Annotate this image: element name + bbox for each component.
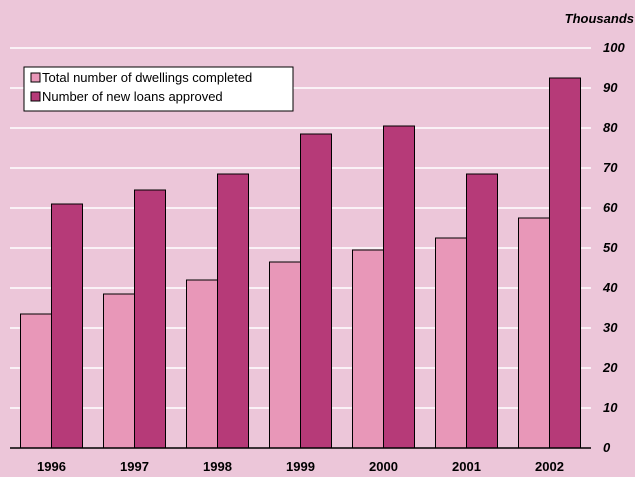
x-tick-labels: 1996 1997 1998 1999 2000 2001 2002 bbox=[37, 459, 564, 474]
bar-dwellings-1997 bbox=[103, 293, 135, 449]
x-tick-label-1997: 1997 bbox=[120, 459, 149, 474]
bar-loans-1997 bbox=[134, 189, 166, 449]
x-tick-label-2001: 2001 bbox=[452, 459, 481, 474]
y-tick-label-20: 20 bbox=[602, 360, 618, 375]
bar-dwellings-1996 bbox=[20, 313, 52, 449]
y-tick-label-50: 50 bbox=[603, 240, 618, 255]
bar-loans-1996 bbox=[51, 203, 83, 449]
bar-dwellings-2002 bbox=[518, 217, 550, 449]
y-tick-label-80: 80 bbox=[603, 120, 618, 135]
legend-swatch-loans bbox=[30, 91, 41, 102]
bars bbox=[20, 77, 581, 449]
legend: Total number of dwellings completed Numb… bbox=[23, 66, 294, 112]
bar-dwellings-1998 bbox=[186, 279, 218, 449]
legend-label-loans: Number of new loans approved bbox=[42, 89, 223, 104]
legend-swatch-dwellings bbox=[30, 72, 41, 83]
legend-box bbox=[23, 66, 294, 112]
y-tick-label-100: 100 bbox=[603, 40, 625, 55]
y-tick-label-30: 30 bbox=[603, 320, 618, 335]
bar-dwellings-1999 bbox=[269, 261, 301, 449]
bar-loans-2002 bbox=[549, 77, 581, 449]
y-tick-labels: 0 10 20 30 40 50 60 70 80 90 100 bbox=[602, 40, 625, 455]
bar-loans-1999 bbox=[300, 133, 332, 449]
bar-dwellings-2001 bbox=[435, 237, 467, 449]
x-tick-label-2000: 2000 bbox=[369, 459, 398, 474]
y-tick-label-90: 90 bbox=[603, 80, 618, 95]
x-tick-label-2002: 2002 bbox=[535, 459, 564, 474]
y-tick-label-60: 60 bbox=[603, 200, 618, 215]
bar-loans-1998 bbox=[217, 173, 249, 449]
unit-label: Thousands bbox=[565, 11, 634, 26]
y-tick-label-70: 70 bbox=[603, 160, 618, 175]
x-tick-label-1998: 1998 bbox=[203, 459, 232, 474]
y-tick-label-40: 40 bbox=[602, 280, 618, 295]
legend-label-dwellings: Total number of dwellings completed bbox=[42, 70, 252, 85]
x-tick-label-1996: 1996 bbox=[37, 459, 66, 474]
y-tick-label-0: 0 bbox=[603, 440, 611, 455]
x-tick-label-1999: 1999 bbox=[286, 459, 315, 474]
bar-loans-2000 bbox=[383, 125, 415, 449]
y-tick-label-10: 10 bbox=[603, 400, 618, 415]
bar-loans-2001 bbox=[466, 173, 498, 449]
bar-dwellings-2000 bbox=[352, 249, 384, 449]
